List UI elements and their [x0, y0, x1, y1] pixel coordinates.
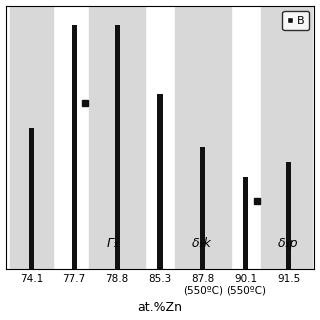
Bar — [200, 147, 205, 269]
Bar — [286, 162, 291, 269]
Text: Γ₁: Γ₁ — [106, 237, 118, 250]
Bar — [115, 25, 120, 269]
Bar — [72, 25, 77, 269]
Bar — [157, 93, 163, 269]
Bar — [261, 5, 312, 269]
X-axis label: at.%Zn: at.%Zn — [138, 301, 182, 315]
Legend: B: B — [282, 11, 309, 30]
Text: δ₁p: δ₁p — [278, 237, 299, 250]
Bar — [175, 5, 231, 269]
Bar — [89, 5, 145, 269]
Bar — [10, 5, 53, 269]
Bar — [243, 177, 248, 269]
Bar — [29, 128, 34, 269]
Text: δ₁k: δ₁k — [192, 237, 212, 250]
